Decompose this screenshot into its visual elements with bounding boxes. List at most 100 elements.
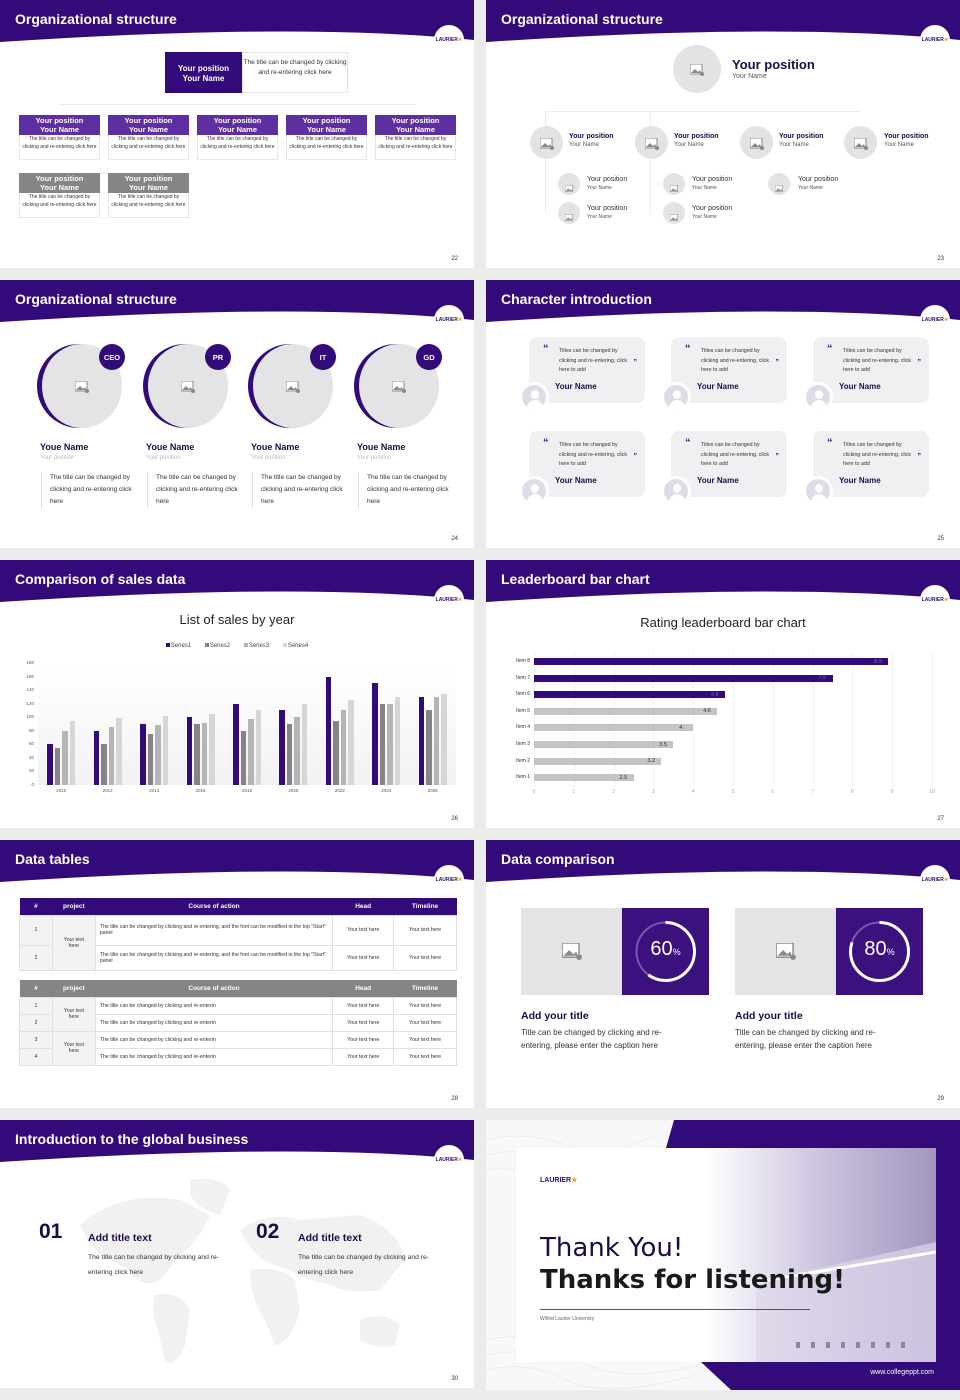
maple-leaf-icon: ★ [943, 877, 949, 883]
maple-leaf-icon: ★ [457, 37, 463, 43]
chart-bar [534, 724, 694, 732]
x-tick-label: 2024 [381, 788, 392, 793]
member-photo[interactable]: PR [143, 344, 231, 428]
chart-bar [62, 730, 68, 785]
slide-28[interactable]: Data tables LAURIER ★ # project Course of… [0, 840, 474, 1108]
avatar [519, 476, 549, 506]
maple-leaf-icon: ★ [457, 317, 463, 323]
x-tick-label: 3 [652, 789, 655, 795]
table-header-row: # project Course of action Head Timeline [19, 898, 457, 915]
image-placeholder[interactable] [521, 908, 622, 995]
member-photo[interactable]: IT [248, 344, 336, 428]
image-placeholder[interactable] [663, 173, 685, 195]
chart-bar [426, 710, 432, 785]
slide-23[interactable]: Organizational structure LAURIER ★ Your p… [486, 0, 960, 268]
x-tick-label: 2012 [102, 788, 113, 793]
avatar [661, 476, 691, 506]
website-url[interactable]: www.collegeppt.com [870, 1369, 934, 1376]
add-image-icon [644, 137, 659, 150]
data-table-1: # project Course of action Head Timeline… [19, 898, 457, 971]
slide-title: Organizational structure [15, 11, 177, 27]
image-placeholder[interactable] [663, 202, 685, 224]
open-quote-icon: “ [827, 343, 833, 355]
x-tick-label: 2016 [195, 788, 206, 793]
chart-bar [93, 730, 100, 785]
grid-line [772, 652, 774, 787]
add-image-icon [560, 942, 582, 960]
chart-bar [240, 730, 246, 785]
table-row: 4 The title can be changed by clicking a… [19, 1047, 457, 1066]
slide-header: Organizational structure LAURIER ★ [0, 0, 474, 55]
org-box[interactable]: Your position Your Name The title can be c… [19, 173, 100, 218]
x-tick-label: 2020 [288, 788, 299, 793]
org-box[interactable]: Your position Your Name The title can be c… [375, 115, 456, 160]
image-placeholder[interactable] [768, 173, 790, 195]
position-title: Your position [587, 176, 628, 183]
add-image-icon [774, 180, 784, 192]
org-box[interactable]: Your position Your Name The title can be c… [108, 115, 189, 160]
x-tick-label: 5 [731, 789, 735, 795]
logo-badge: LAURIER ★ [434, 305, 464, 335]
legend-swatch [204, 643, 209, 648]
chart-bar [301, 703, 308, 785]
chart-bar [394, 696, 401, 785]
slide-30[interactable]: Introduction to the global business LAUR… [0, 1120, 474, 1388]
y-tick-label: Item 5 [516, 707, 530, 714]
open-quote-icon: “ [543, 437, 549, 449]
connector-line [650, 111, 651, 214]
chart-bar [433, 696, 440, 785]
slide-25[interactable]: Character introduction LAURIER ★ “Titles … [486, 280, 960, 548]
page-number: 29 [937, 1096, 944, 1102]
chart-bar [233, 703, 239, 785]
maple-leaf-icon: ★ [457, 877, 463, 883]
chart-bar [209, 713, 215, 785]
slide-thank-you[interactable]: LAURIER★ Thank You! Thanks for listening… [486, 1120, 960, 1390]
bar-value-label: 4.6 [703, 708, 711, 715]
slide-header: Organizational structure LAURIER ★ [0, 280, 474, 335]
page-number: 26 [451, 816, 458, 822]
org-top-box[interactable]: Your position Your Name [165, 52, 242, 93]
slide-title: Organizational structure [15, 291, 177, 307]
progress-ring-icon [849, 921, 910, 982]
org-box[interactable]: Your position Your Name The title can be c… [108, 173, 189, 218]
open-quote-icon: “ [685, 343, 691, 355]
image-placeholder[interactable] [735, 908, 836, 995]
chart-bar [348, 699, 354, 785]
image-placeholder[interactable] [844, 126, 877, 159]
chart-bar [387, 703, 393, 785]
page-number: 28 [451, 1096, 458, 1102]
slide-29[interactable]: Data comparison LAURIER ★ 60% Add your ti… [486, 840, 960, 1108]
position-title: Your position [674, 133, 719, 140]
member-photo[interactable]: GD [354, 344, 442, 428]
org-box[interactable]: Your position Your Name The title can be c… [197, 115, 278, 160]
member-photo[interactable]: CEO [37, 344, 125, 428]
item-title: Add your title [735, 1010, 803, 1022]
image-placeholder[interactable] [740, 126, 773, 159]
org-box[interactable]: Your position Your Name The title can be c… [19, 115, 100, 160]
x-tick-label: 8 [851, 789, 854, 795]
slide-header: Data comparison LAURIER ★ [486, 840, 960, 895]
add-image-icon [774, 942, 796, 960]
slide-27[interactable]: Leaderboard bar chart LAURIER ★ Rating le… [486, 560, 960, 828]
image-placeholder[interactable] [635, 126, 668, 159]
grid-line [573, 652, 575, 787]
image-placeholder[interactable] [673, 45, 721, 93]
image-placeholder[interactable] [558, 173, 580, 195]
chart-bar [116, 717, 122, 785]
org-box[interactable]: Your position Your Name The title can be c… [286, 115, 367, 160]
slide-24[interactable]: Organizational structure LAURIER ★ CEO PR… [0, 280, 474, 548]
image-placeholder[interactable] [558, 202, 580, 224]
chart-bar [534, 691, 726, 699]
slide-26[interactable]: Comparison of sales data LAURIER ★ List o… [0, 560, 474, 828]
slide-title: Data tables [15, 851, 90, 867]
image-placeholder[interactable] [530, 126, 563, 159]
chart-bar [186, 717, 193, 785]
chart-title: Rating leaderboard bar chart [640, 615, 806, 630]
item-desc: Title can be changed by clicking and re-… [521, 1028, 662, 1050]
slide-title: Introduction to the global business [15, 1131, 249, 1147]
item-number: 01 [39, 1220, 63, 1243]
grid-line [812, 652, 814, 787]
building-photo [755, 1242, 936, 1362]
add-image-icon [391, 380, 406, 393]
slide-22[interactable]: Organizational structure LAURIER ★ Your p… [0, 0, 474, 268]
